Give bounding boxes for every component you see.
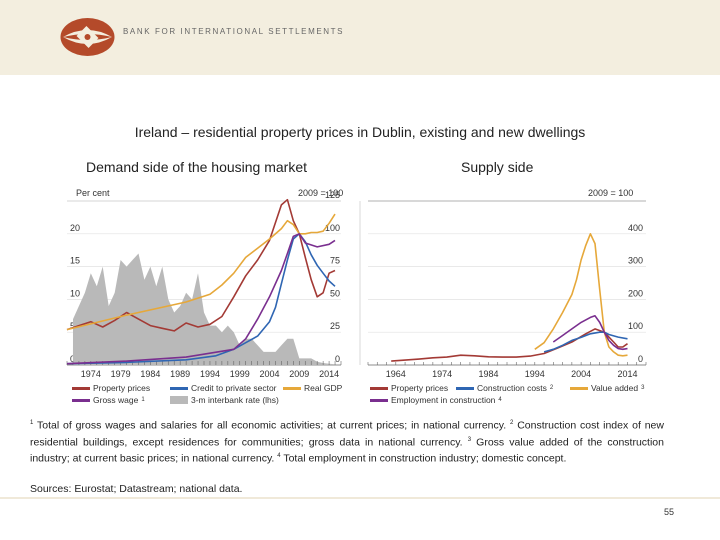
legend-right-property: Property prices xyxy=(370,383,448,393)
left-panel-lhs-unit: Per cent xyxy=(76,188,110,198)
left-panel-rhs-unit: 2009 = 100 xyxy=(298,188,344,198)
legend-swatch xyxy=(570,386,588,390)
legend-right-employment: Employment in construction 4 xyxy=(370,395,502,405)
legend-left-credit: Credit to private sector xyxy=(170,383,277,393)
legend-swatch xyxy=(370,386,388,390)
y-tick-label-right: 75 xyxy=(330,256,340,266)
y-tick-label-right: 100 xyxy=(325,223,340,233)
x-tick-label: 1984 xyxy=(478,369,498,379)
chart-title: Ireland – residential property prices in… xyxy=(134,124,586,140)
legend-left-gdp: Real GDP xyxy=(283,383,342,393)
x-tick-label: 1979 xyxy=(111,369,131,379)
left-panel-subtitle: Demand side of the housing market xyxy=(86,159,308,175)
legend-left-wage: Gross wage 1 xyxy=(72,395,145,405)
x-tick-label: 2009 xyxy=(289,369,309,379)
legend-swatch xyxy=(456,386,474,390)
x-tick-label: 1999 xyxy=(230,369,250,379)
x-tick-label: 1989 xyxy=(170,369,190,379)
x-tick-label: 1974 xyxy=(432,369,452,379)
legend-left-interbank: 3-m interbank rate (lhs) xyxy=(170,395,279,405)
legend-swatch xyxy=(170,386,188,390)
right-panel-subtitle: Supply side xyxy=(461,159,534,175)
x-tick-label: 2014 xyxy=(319,369,339,379)
y-tick-label-right: 125 xyxy=(325,190,340,200)
x-tick-label: 1964 xyxy=(386,369,406,379)
y-tick-label-left: 10 xyxy=(70,288,80,298)
series-line-gdp xyxy=(66,213,336,331)
y-tick-label-right: 50 xyxy=(330,288,340,298)
series-line-property xyxy=(391,328,628,362)
legend-right-costs: Construction costs 2 xyxy=(456,383,553,393)
x-tick-label: 2014 xyxy=(617,369,637,379)
series-line-credit xyxy=(543,331,628,353)
page-number: 55 xyxy=(664,507,675,517)
x-tick-label: 1974 xyxy=(81,369,101,379)
legend-swatch xyxy=(72,398,90,402)
x-tick-label: 2004 xyxy=(260,369,280,379)
legend-left-property: Property prices xyxy=(72,383,150,393)
series-line-credit xyxy=(66,233,336,365)
legend-swatch xyxy=(72,386,90,390)
footer-divider xyxy=(0,497,720,499)
footnotes: 1 Total of gross wages and salaries for … xyxy=(30,419,664,465)
y-tick-label-right: 25 xyxy=(330,321,340,331)
x-tick-label: 2004 xyxy=(571,369,591,379)
y-tick-label-right: 0 xyxy=(335,354,340,364)
y-tick-label-left: 20 xyxy=(70,223,80,233)
x-tick-label: 1984 xyxy=(140,369,160,379)
x-tick-label: 1994 xyxy=(525,369,545,379)
interbank-rate-area xyxy=(72,253,336,365)
sources: Sources: Eurostat; Datastream; national … xyxy=(30,483,243,495)
x-tick-label: 1994 xyxy=(200,369,220,379)
y-tick-label-right: 0 xyxy=(638,354,643,364)
header-band xyxy=(0,0,720,75)
series-line-wage xyxy=(66,233,336,365)
y-tick-label-left: 15 xyxy=(70,256,80,266)
y-tick-label-right: 400 xyxy=(628,223,643,233)
y-tick-label-right: 200 xyxy=(628,288,643,298)
y-tick-label-right: 300 xyxy=(628,256,643,266)
bis-logo-icon xyxy=(60,18,115,56)
bank-name: BANK FOR INTERNATIONAL SETTLEMENTS xyxy=(123,27,345,36)
series-line-wage xyxy=(552,315,628,351)
series-line-gdp xyxy=(534,233,628,357)
y-tick-label-left: 0 xyxy=(70,354,75,364)
legend-swatch xyxy=(170,396,188,404)
y-tick-label-right: 100 xyxy=(628,321,643,331)
legend-swatch xyxy=(370,398,388,402)
right-panel-unit: 2009 = 100 xyxy=(588,188,634,198)
y-tick-label-left: 5 xyxy=(70,321,75,331)
legend-right-value-added: Value added 3 xyxy=(570,383,644,393)
legend-swatch xyxy=(283,386,301,390)
